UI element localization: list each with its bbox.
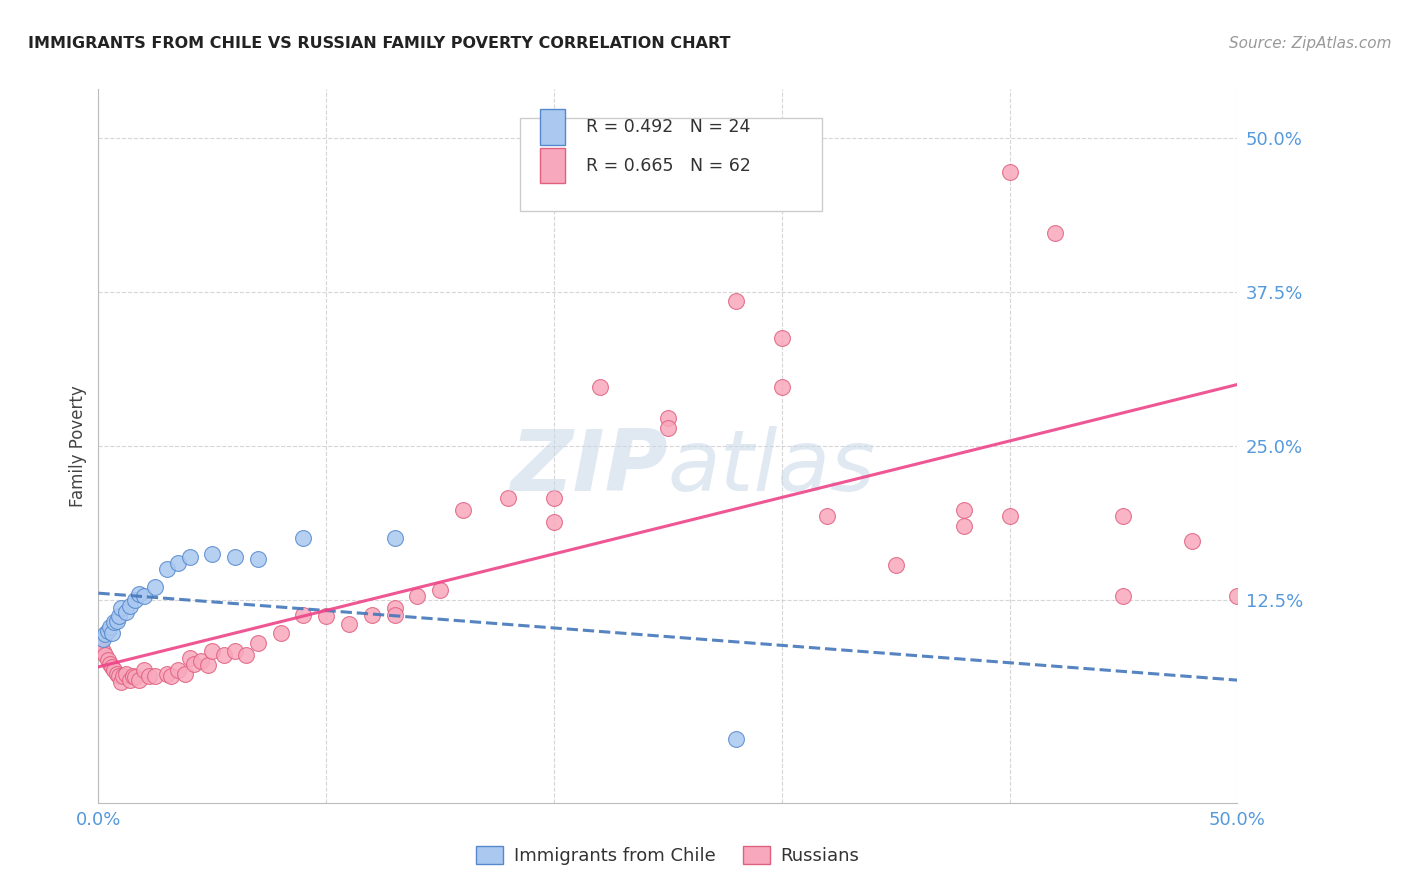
Point [725,293,748,308]
Point [384,601,406,615]
Point [1112,509,1135,524]
Point [94,648,117,662]
Point [315,608,337,623]
Point [145,669,167,683]
FancyBboxPatch shape [540,109,565,145]
Point [132,589,155,603]
Point [179,549,201,564]
Point [1226,589,1249,603]
Point [108,669,131,683]
Point [657,420,679,434]
Point [114,666,136,681]
Point [384,607,406,622]
FancyBboxPatch shape [520,118,821,211]
Point [183,657,205,671]
Point [156,562,179,576]
Point [360,607,382,622]
Point [120,673,142,687]
Point [90,640,112,654]
Point [114,605,136,619]
Point [160,669,183,683]
Point [998,164,1021,178]
Point [1112,589,1135,603]
Text: Source: ZipAtlas.com: Source: ZipAtlas.com [1229,36,1392,51]
Point [725,731,748,746]
Point [543,516,565,530]
Point [108,608,131,623]
Point [112,669,135,683]
Point [132,663,155,677]
Point [124,592,146,607]
Point [451,503,474,517]
Point [201,644,224,658]
Point [384,531,406,545]
Point [246,552,269,566]
Text: IMMIGRANTS FROM CHILE VS RUSSIAN FAMILY POVERTY CORRELATION CHART: IMMIGRANTS FROM CHILE VS RUSSIAN FAMILY … [28,36,731,51]
Point [588,380,610,394]
Point [197,658,219,673]
Point [98,657,121,671]
Point [128,587,150,601]
Point [815,509,838,524]
Point [156,666,179,681]
Text: R = 0.665   N = 62: R = 0.665 N = 62 [586,157,751,175]
Point [124,670,146,684]
Legend: Immigrants from Chile, Russians: Immigrants from Chile, Russians [468,838,868,872]
Point [543,491,565,505]
Point [120,599,142,613]
Point [235,648,257,662]
Point [110,601,132,615]
Point [224,549,246,564]
Point [167,556,190,570]
Point [998,509,1021,524]
Point [953,519,976,533]
Point [190,654,212,668]
Point [91,644,114,658]
Point [138,669,160,683]
Text: R = 0.492   N = 24: R = 0.492 N = 24 [586,118,751,136]
Point [1181,533,1204,548]
Point [167,663,190,677]
Point [96,624,118,638]
Text: atlas: atlas [668,425,876,509]
Point [121,669,143,683]
Point [103,615,125,629]
Point [770,380,793,394]
Point [884,558,907,573]
Point [98,620,121,634]
Point [657,410,679,425]
Point [406,589,429,603]
Point [1043,226,1066,240]
Point [145,581,167,595]
Point [174,666,197,681]
Text: ZIP: ZIP [510,425,668,509]
Point [292,531,315,545]
Point [91,632,114,647]
FancyBboxPatch shape [540,148,565,184]
Point [101,660,124,674]
Point [953,503,976,517]
Point [429,582,451,597]
Point [94,627,117,641]
Point [270,626,292,640]
Point [96,653,118,667]
Point [498,491,520,505]
Point [128,673,150,687]
Point [105,666,128,681]
Point [179,650,201,665]
Point [110,675,132,690]
Point [212,648,235,662]
Point [292,607,315,622]
Point [337,617,360,632]
Point [770,331,793,345]
Y-axis label: Family Poverty: Family Poverty [69,385,87,507]
Point [224,644,246,658]
Point [105,614,128,628]
Point [246,636,269,650]
Point [103,663,125,677]
Point [101,626,124,640]
Point [201,547,224,561]
